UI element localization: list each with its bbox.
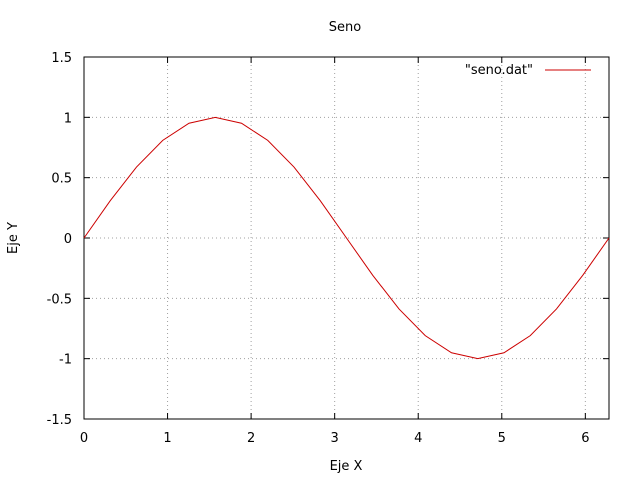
x-tick-label: 5 <box>498 431 506 446</box>
x-axis-label: Eje X <box>330 459 363 474</box>
y-tick-label: 1.5 <box>51 51 72 66</box>
x-tick-label: 3 <box>331 431 339 446</box>
x-tick-label: 1 <box>163 431 171 446</box>
ticks: 0 1 2 3 4 5 6 -1.5 -1 -0.5 0 0.5 1 1.5 <box>47 51 609 446</box>
series-line <box>83 116 610 360</box>
grid <box>84 57 609 419</box>
series-layer <box>83 116 610 360</box>
y-axis-label: Eje Y <box>6 222 21 254</box>
y-tick-label: 0 <box>64 232 72 247</box>
x-tick-label: 6 <box>581 431 589 446</box>
y-tick-label: -1.5 <box>47 413 72 428</box>
chart-title: Seno <box>329 20 361 35</box>
y-tick-label: -0.5 <box>47 292 72 307</box>
legend-label: "seno.dat" <box>465 63 533 78</box>
x-tick-label: 2 <box>247 431 255 446</box>
x-tick-label: 0 <box>80 431 88 446</box>
y-tick-label: 1 <box>64 111 72 126</box>
y-tick-label: 0.5 <box>51 172 72 187</box>
x-tick-label: 4 <box>414 431 422 446</box>
legend: "seno.dat" <box>465 63 591 78</box>
y-tick-label: -1 <box>59 353 72 368</box>
